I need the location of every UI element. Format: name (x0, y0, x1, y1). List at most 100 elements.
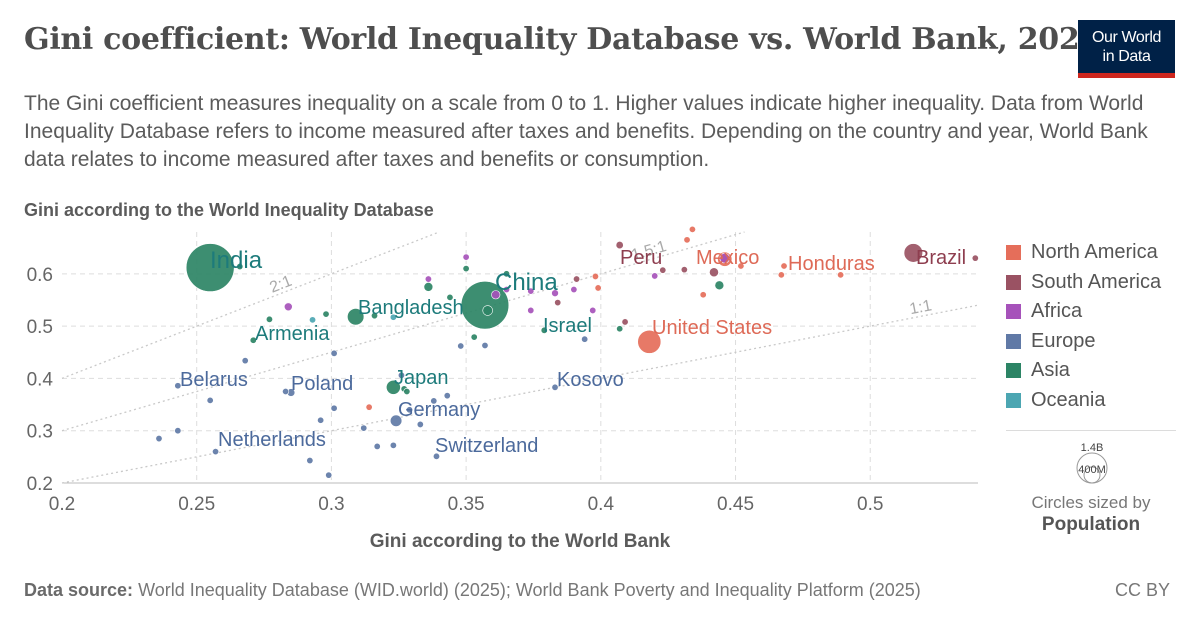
data-point[interactable] (737, 262, 745, 270)
data-point[interactable] (403, 387, 411, 395)
legend-label: Europe (1031, 329, 1096, 352)
data-point[interactable] (330, 404, 338, 412)
data-point[interactable] (306, 457, 314, 465)
data-point[interactable] (591, 272, 599, 280)
data-point[interactable] (432, 452, 440, 460)
data-point[interactable] (389, 414, 403, 427)
data-point[interactable] (659, 266, 667, 274)
data-point[interactable] (527, 287, 535, 295)
legend-swatch (1006, 304, 1021, 320)
data-point[interactable] (443, 392, 451, 400)
data-point[interactable] (714, 280, 725, 291)
data-point[interactable] (373, 442, 381, 450)
data-point[interactable] (680, 266, 688, 274)
legend-label: Oceania (1031, 388, 1106, 411)
data-point[interactable] (482, 305, 493, 316)
data-source-text[interactable]: World Inequality Database (WID.world) (2… (138, 580, 921, 600)
data-point[interactable] (389, 441, 397, 449)
data-point[interactable] (554, 299, 562, 307)
license-link[interactable]: CC BY (1114, 580, 1170, 600)
data-point[interactable] (551, 289, 559, 297)
data-point[interactable] (174, 382, 182, 390)
data-point[interactable] (503, 270, 511, 278)
data-point[interactable] (330, 349, 338, 357)
size-legend-divider (1006, 430, 1176, 431)
data-point[interactable] (594, 284, 602, 292)
data-point[interactable] (389, 313, 397, 321)
data-point[interactable] (283, 302, 293, 312)
data-point[interactable] (616, 325, 624, 333)
data-point[interactable] (637, 329, 662, 354)
y-tick-label: 0.4 (27, 369, 54, 390)
data-point[interactable] (282, 387, 290, 395)
data-source: Data source: World Inequality Database (… (24, 580, 921, 601)
data-point[interactable] (265, 315, 273, 323)
data-point[interactable] (573, 275, 581, 283)
data-point[interactable] (423, 282, 434, 292)
x-tick-label: 0.2 (49, 494, 75, 515)
data-point[interactable] (540, 326, 548, 334)
data-point[interactable] (621, 318, 629, 326)
point-label: Germany (398, 399, 480, 421)
data-point[interactable] (424, 275, 432, 283)
data-point[interactable] (581, 335, 589, 343)
data-point[interactable] (309, 316, 317, 324)
data-point[interactable] (249, 336, 257, 344)
data-point[interactable] (241, 357, 249, 365)
data-point[interactable] (683, 236, 691, 244)
data-point[interactable] (777, 271, 785, 279)
data-point[interactable] (236, 263, 244, 271)
point-label: Mexico (696, 247, 759, 269)
data-point[interactable] (615, 241, 624, 250)
legend-swatch (1006, 392, 1021, 408)
data-point[interactable] (527, 306, 535, 314)
data-point[interactable] (155, 435, 163, 443)
data-point[interactable] (651, 272, 659, 280)
data-point[interactable] (719, 252, 730, 264)
data-point[interactable] (430, 397, 438, 405)
data-point[interactable] (360, 424, 368, 432)
data-point[interactable] (397, 371, 405, 379)
data-point[interactable] (457, 342, 465, 350)
data-point[interactable] (371, 312, 379, 320)
x-axis-title: Gini according to the World Bank (370, 531, 671, 552)
data-point[interactable] (780, 262, 788, 270)
logo-line-2: in Data (1102, 48, 1151, 65)
data-point[interactable] (174, 427, 182, 435)
data-point[interactable] (365, 403, 373, 411)
data-point[interactable] (551, 383, 559, 391)
point-label: Netherlands (218, 429, 326, 451)
data-point[interactable] (185, 243, 235, 292)
data-point[interactable] (212, 448, 220, 456)
data-point[interactable] (462, 265, 470, 273)
data-point[interactable] (903, 243, 923, 263)
y-tick-label: 0.5 (27, 317, 53, 338)
data-point[interactable] (589, 306, 597, 314)
data-point[interactable] (325, 471, 333, 479)
data-point[interactable] (322, 310, 330, 318)
data-point[interactable] (491, 290, 501, 300)
data-point[interactable] (386, 379, 401, 395)
data-point[interactable] (971, 254, 979, 262)
x-tick-label: 0.35 (448, 494, 485, 515)
data-point[interactable] (470, 333, 478, 341)
data-point[interactable] (688, 225, 696, 233)
owid-logo[interactable]: Our World in Data (1078, 20, 1175, 78)
data-point[interactable] (206, 396, 214, 404)
data-point[interactable] (570, 286, 578, 294)
data-point[interactable] (699, 291, 707, 299)
data-point[interactable] (709, 267, 719, 278)
data-point[interactable] (347, 308, 365, 326)
data-point[interactable] (406, 406, 414, 414)
data-point[interactable] (416, 420, 424, 428)
data-point[interactable] (481, 341, 489, 349)
data-point[interactable] (446, 293, 454, 301)
x-tick-label: 0.5 (857, 494, 883, 515)
data-point[interactable] (837, 271, 845, 279)
point-label: United States (652, 317, 772, 339)
data-point[interactable] (503, 286, 511, 294)
data-points[interactable] (155, 225, 979, 479)
data-point[interactable] (462, 253, 470, 261)
data-point[interactable] (317, 416, 325, 424)
